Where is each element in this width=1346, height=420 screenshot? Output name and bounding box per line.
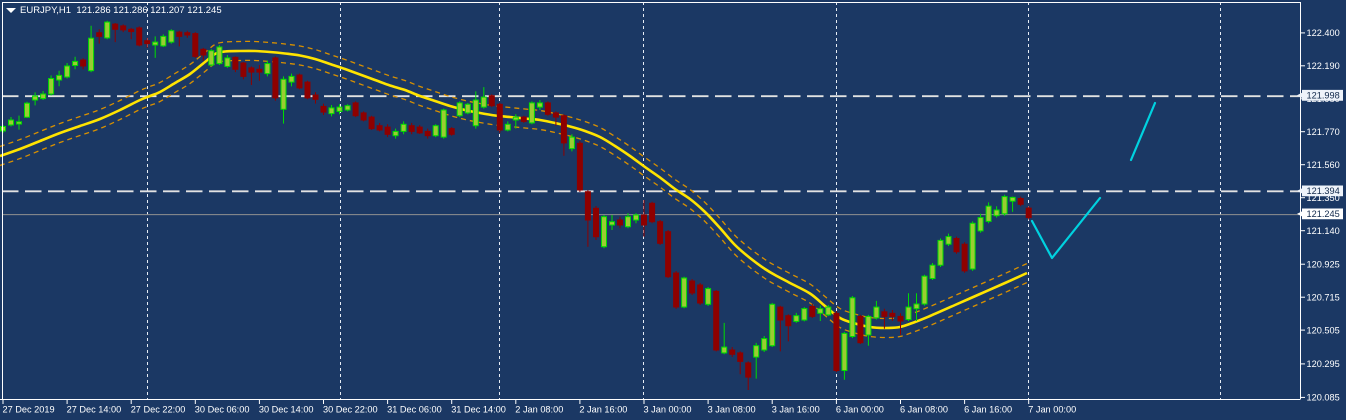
svg-text:121.350: 121.350 bbox=[1307, 193, 1340, 203]
svg-text:27 Dec 2019: 27 Dec 2019 bbox=[3, 405, 55, 415]
svg-text:121.998: 121.998 bbox=[1307, 91, 1340, 101]
svg-text:121.394: 121.394 bbox=[1307, 186, 1340, 196]
svg-text:3 Jan 00:00: 3 Jan 00:00 bbox=[644, 405, 692, 415]
svg-text:121.560: 121.560 bbox=[1307, 160, 1340, 170]
svg-text:120.295: 120.295 bbox=[1307, 359, 1340, 369]
svg-text:6 Jan 16:00: 6 Jan 16:00 bbox=[964, 405, 1012, 415]
svg-text:2 Jan 08:00: 2 Jan 08:00 bbox=[515, 405, 563, 415]
svg-text:121.245: 121.245 bbox=[1307, 209, 1340, 219]
svg-text:6 Jan 00:00: 6 Jan 00:00 bbox=[836, 405, 884, 415]
svg-text:27 Dec 22:00: 27 Dec 22:00 bbox=[131, 405, 186, 415]
svg-text:120.085: 120.085 bbox=[1307, 393, 1340, 403]
svg-text:122.400: 122.400 bbox=[1307, 28, 1340, 38]
svg-text:30 Dec 22:00: 30 Dec 22:00 bbox=[323, 405, 378, 415]
svg-text:120.715: 120.715 bbox=[1307, 292, 1340, 302]
svg-text:120.925: 120.925 bbox=[1307, 259, 1340, 269]
svg-text:6 Jan 08:00: 6 Jan 08:00 bbox=[900, 405, 948, 415]
svg-text:31 Dec 06:00: 31 Dec 06:00 bbox=[387, 405, 442, 415]
svg-text:120.505: 120.505 bbox=[1307, 325, 1340, 335]
svg-text:27 Dec 14:00: 27 Dec 14:00 bbox=[67, 405, 122, 415]
svg-text:121.770: 121.770 bbox=[1307, 127, 1340, 137]
svg-text:30 Dec 14:00: 30 Dec 14:00 bbox=[259, 405, 314, 415]
svg-text:31 Dec 14:00: 31 Dec 14:00 bbox=[451, 405, 506, 415]
svg-text:3 Jan 16:00: 3 Jan 16:00 bbox=[772, 405, 820, 415]
svg-text:EURJPY,H1 121.286 121.286 121: EURJPY,H1 121.286 121.286 121.207 121.24… bbox=[20, 5, 222, 16]
svg-text:30 Dec 06:00: 30 Dec 06:00 bbox=[195, 405, 250, 415]
svg-text:3 Jan 08:00: 3 Jan 08:00 bbox=[708, 405, 756, 415]
svg-text:2 Jan 16:00: 2 Jan 16:00 bbox=[579, 405, 627, 415]
svg-text:122.190: 122.190 bbox=[1307, 61, 1340, 71]
svg-text:121.140: 121.140 bbox=[1307, 226, 1340, 236]
svg-text:7 Jan 00:00: 7 Jan 00:00 bbox=[1028, 405, 1076, 415]
